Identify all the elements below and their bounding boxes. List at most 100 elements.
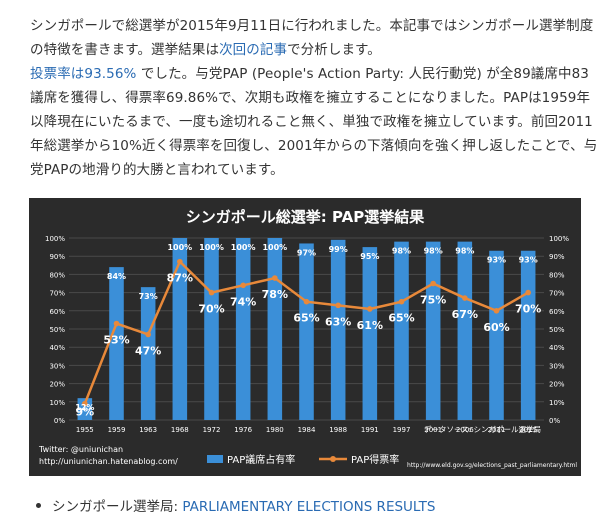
x-tick-label: 1959 bbox=[108, 426, 126, 434]
legend: PAP議席占有率 PAP得票率 bbox=[207, 453, 399, 466]
line-value-label: 47% bbox=[135, 344, 161, 357]
bar bbox=[299, 243, 314, 420]
line-value-label: 65% bbox=[293, 312, 319, 325]
bar bbox=[520, 250, 536, 420]
y-tick-left: 10% bbox=[49, 399, 65, 407]
bar bbox=[267, 238, 283, 420]
bar bbox=[140, 287, 156, 420]
x-tick-label: 1963 bbox=[139, 426, 157, 434]
bar-value-label: 95% bbox=[360, 252, 379, 261]
line-value-label: 70% bbox=[198, 303, 224, 316]
bar-value-label: 93% bbox=[487, 256, 506, 265]
chart-svg: シンガポール総選挙: PAP選挙結果 0% 10% 20% 30% 40% 50% 60% 7… bbox=[38, 208, 577, 469]
line-point bbox=[113, 320, 120, 327]
line-point bbox=[240, 282, 246, 289]
intro-text-1: シンガポールで総選挙が2015年9月11日に行われました。本記事ではシンガポール… bbox=[30, 18, 594, 58]
legend-bar-swatch bbox=[207, 455, 223, 463]
intro-text-2: で分析します。 bbox=[287, 42, 381, 58]
line-point bbox=[430, 280, 436, 287]
bar bbox=[330, 239, 346, 420]
election-results-link[interactable]: PARLIAMENTARY ELECTIONS RESULTS bbox=[182, 499, 436, 515]
x-tick-label: 2001 bbox=[424, 426, 442, 434]
y-tick-right: 70% bbox=[549, 290, 565, 298]
y-tick-left: 30% bbox=[49, 362, 65, 370]
line-point bbox=[177, 258, 183, 265]
legend-bar-label: PAP議席占有率 bbox=[227, 453, 295, 466]
bar-value-label: 98% bbox=[424, 247, 443, 256]
line-value-label: 65% bbox=[388, 312, 414, 325]
bar-value-label: 93% bbox=[519, 256, 538, 265]
bar-value-label: 98% bbox=[392, 247, 411, 256]
line-series bbox=[82, 258, 531, 407]
bar bbox=[77, 398, 93, 420]
y-tick-left: 70% bbox=[49, 290, 65, 298]
y-tick-left: 0% bbox=[54, 417, 65, 425]
x-tick-label: 1997 bbox=[393, 426, 411, 434]
bar bbox=[204, 238, 219, 420]
bar bbox=[457, 241, 473, 420]
bar bbox=[235, 238, 251, 420]
article-body: シンガポールで総選挙が2015年9月11日に行われました。本記事ではシンガポール… bbox=[30, 14, 600, 182]
line-value-label: 74% bbox=[230, 295, 256, 308]
line-point bbox=[272, 275, 278, 281]
bar-value-label: 73% bbox=[139, 292, 158, 301]
y-tick-right: 80% bbox=[549, 271, 565, 279]
y-tick-right: 100% bbox=[549, 235, 569, 243]
data-labels: 12% 84% 73% 100% 100% 100% 100% 97% 99% 95% 98% 98%… bbox=[75, 243, 541, 419]
results-text: でした。与党PAP (People's Action Party: 人民行動党)… bbox=[30, 66, 598, 178]
x-tick-label: 1980 bbox=[266, 426, 284, 434]
bar bbox=[362, 247, 378, 420]
line-value-label: 63% bbox=[325, 315, 351, 328]
bar bbox=[172, 238, 188, 420]
line-point bbox=[82, 400, 88, 407]
line-value-label: 78% bbox=[262, 288, 288, 301]
election-chart: シンガポール総選挙: PAP選挙結果 0% 10% 20% 30% 40% 50% 60% 7… bbox=[29, 198, 581, 476]
x-tick-label: 2011 bbox=[488, 426, 506, 434]
bar-value-label: 97% bbox=[297, 248, 316, 257]
next-article-link[interactable]: 次回の記事 bbox=[219, 42, 288, 58]
reference-list: シンガポール選挙局: PARLIAMENTARY ELECTIONS RESUL… bbox=[36, 495, 435, 515]
x-tick-label: 1972 bbox=[203, 426, 221, 434]
legend-line-label: PAP得票率 bbox=[351, 453, 399, 466]
y-tick-right: 60% bbox=[549, 308, 565, 316]
line-point bbox=[493, 308, 500, 314]
y-axis-right: 0% 10% 20% 30% 40% 50% 60% 70% 80% 90% 100% bbox=[549, 235, 569, 425]
paragraph-results: 投票率は93.56% でした。与党PAP (People's Action Pa… bbox=[30, 62, 600, 182]
bar-value-label: 100% bbox=[167, 243, 192, 252]
y-tick-right: 30% bbox=[549, 362, 565, 370]
y-tick-right: 90% bbox=[549, 253, 565, 261]
line-value-label: 75% bbox=[420, 294, 446, 307]
turnout-link[interactable]: 投票率は93.56% bbox=[30, 66, 137, 82]
bar bbox=[425, 241, 441, 420]
x-tick-label: 1988 bbox=[329, 426, 347, 434]
bar bbox=[109, 267, 124, 420]
x-tick-label: 1976 bbox=[234, 426, 252, 434]
y-tick-left: 90% bbox=[49, 253, 65, 261]
y-tick-right: 50% bbox=[549, 326, 565, 334]
y-tick-left: 80% bbox=[49, 271, 65, 279]
y-tick-right: 40% bbox=[549, 344, 565, 352]
line-value-label: 9% bbox=[75, 406, 94, 419]
line-point bbox=[462, 295, 468, 301]
bar-value-label: 100% bbox=[231, 243, 256, 252]
line-value-label: 53% bbox=[103, 334, 129, 347]
y-axis-left: 0% 10% 20% 30% 40% 50% 60% 70% 80% 90% 100% bbox=[45, 235, 65, 425]
line-point bbox=[335, 302, 341, 309]
y-tick-left: 60% bbox=[49, 308, 65, 316]
y-tick-left: 20% bbox=[49, 381, 65, 389]
y-tick-left: 40% bbox=[49, 344, 65, 352]
line-value-label: 67% bbox=[452, 308, 478, 321]
paragraph-intro: シンガポールで総選挙が2015年9月11日に行われました。本記事ではシンガポール… bbox=[30, 14, 600, 62]
y-tick-left: 100% bbox=[45, 235, 65, 243]
x-tick-label: 2006 bbox=[456, 426, 474, 434]
source-url: http://www.eld.gov.sg/elections_past_par… bbox=[407, 462, 577, 469]
line-value-label: 60% bbox=[483, 321, 509, 334]
bar-value-label: 84% bbox=[107, 272, 126, 281]
y-tick-left: 50% bbox=[49, 326, 65, 334]
legend-line-marker bbox=[330, 456, 336, 462]
line-value-label: 61% bbox=[357, 319, 383, 332]
bar-value-label: 12% bbox=[75, 403, 94, 412]
bar bbox=[394, 241, 409, 420]
footer-twitter: Twitter: @uniunichan bbox=[38, 445, 123, 454]
chart-title: シンガポール総選挙: PAP選挙結果 bbox=[186, 208, 425, 226]
